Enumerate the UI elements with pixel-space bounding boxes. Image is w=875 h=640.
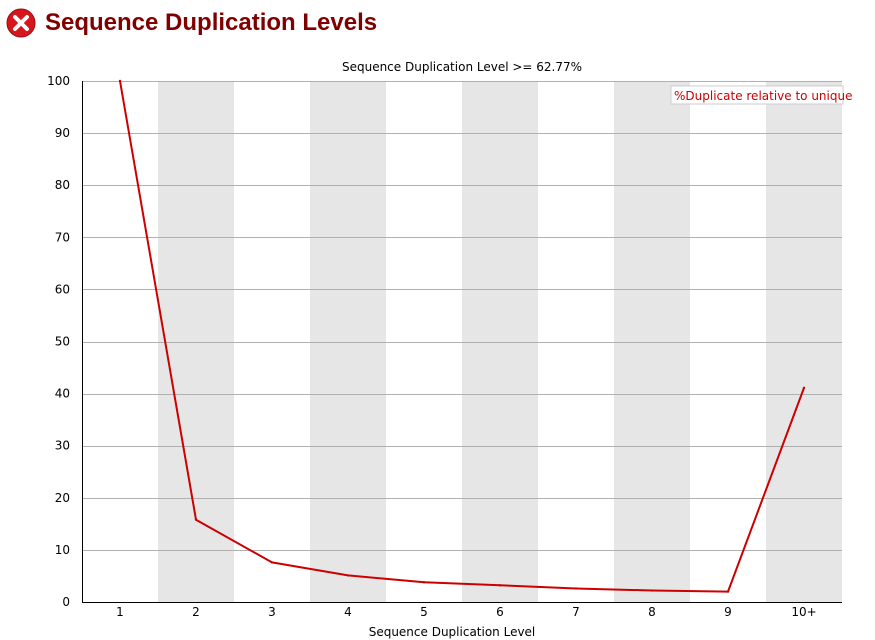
y-tick-label: 60 (55, 282, 70, 296)
x-tick-label: 8 (648, 605, 656, 619)
x-tick-label: 4 (344, 605, 352, 619)
band-10+ (766, 81, 842, 602)
y-tick-label: 0 (62, 595, 70, 609)
x-tick-label: 5 (420, 605, 428, 619)
x-tick-labels: 1 2 3 4 5 6 7 8 9 10+ (116, 605, 816, 619)
y-tick-label: 90 (55, 126, 70, 140)
band-2 (158, 81, 234, 602)
x-tick-label: 3 (268, 605, 276, 619)
gridlines (82, 81, 842, 551)
series-lines (118, 79, 806, 593)
y-tick-label: 20 (55, 491, 70, 505)
band-4 (310, 81, 386, 602)
data-point (346, 574, 350, 577)
x-tick-label: 2 (192, 605, 200, 619)
error-icon (6, 8, 36, 38)
legend-box (670, 85, 844, 105)
x-tick-label: 10+ (791, 605, 816, 619)
x-tick-label: 6 (496, 605, 504, 619)
band-8 (614, 81, 690, 602)
y-tick-label: 50 (55, 335, 70, 349)
data-point (802, 386, 806, 390)
y-tick-labels: 0 10 20 30 40 50 60 70 80 90 100 (47, 74, 70, 609)
page-title: Sequence Duplication Levels (45, 9, 378, 36)
data-point (270, 561, 274, 564)
data-point (194, 518, 198, 521)
plot-bands (158, 81, 842, 602)
data-point (650, 589, 654, 592)
chart-title: Sequence Duplication Level >= 62.77% (342, 60, 582, 74)
page-header: Sequence Duplication Levels (6, 4, 377, 42)
data-point (726, 590, 730, 593)
series-line-0 (119, 80, 805, 593)
y-tick-label: 100 (47, 74, 70, 88)
x-tick-label: 1 (116, 605, 124, 619)
legend: %Duplicate relative to unique (670, 85, 852, 105)
x-axis-label: Sequence Duplication Level (369, 625, 536, 639)
band-6 (462, 81, 538, 602)
axes (82, 81, 842, 603)
x-tick-label: 7 (572, 605, 580, 619)
y-tick-label: 80 (55, 178, 70, 192)
data-point (498, 584, 502, 587)
y-tick-label: 40 (55, 387, 70, 401)
data-point (118, 79, 122, 83)
legend-entry: %Duplicate relative to unique (674, 89, 852, 103)
data-point (422, 581, 426, 584)
data-point (574, 587, 578, 590)
y-tick-label: 10 (55, 543, 70, 557)
x-tick-label: 9 (724, 605, 732, 619)
y-tick-label: 30 (55, 439, 70, 453)
y-tick-label: 70 (55, 230, 70, 244)
